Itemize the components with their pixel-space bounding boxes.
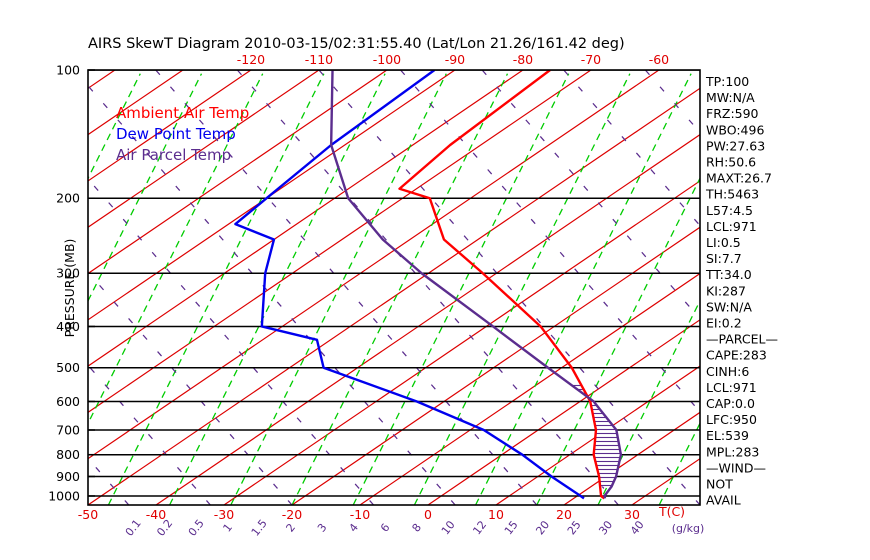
bottom-axis-ticklabels: -50 -40 -30 -20 -10 0 10 20 30 (78, 507, 640, 522)
mixing-ratio-line (169, 73, 386, 505)
legend-item-0: Ambient Air Temp (116, 104, 249, 122)
param-line: LI:0.5 (706, 235, 741, 250)
temperature-tick-label: 10 (488, 507, 504, 522)
top-axis-ticklabels: -120 -110 -100 -90 -80 -70 -60 (237, 52, 669, 67)
mixing-ratio-line (230, 73, 447, 505)
pressure-tick-label: 1000 (48, 488, 80, 503)
mixing-ratio-line (352, 73, 570, 505)
y-axis-label: PRESSURE (MB) (62, 239, 77, 338)
param-line: —PARCEL— (706, 332, 778, 347)
x-axis-label: T(C) (658, 504, 685, 519)
pressure-axis-ticklabels: 100 200 300 400 500 600 700 800 900 1000 (48, 63, 95, 503)
mixing-ratio-line (597, 299, 700, 505)
isotherm-line (88, 70, 320, 228)
pressure-tick-label: 600 (56, 394, 80, 409)
top-temperature-tick-label: -80 (513, 52, 533, 67)
mixing-ratio-line (475, 73, 692, 505)
cape-hatched-region (568, 382, 621, 487)
param-line: CAPE:283 (706, 348, 767, 363)
pressure-tick-label: 200 (56, 191, 80, 206)
isotherm-line (88, 87, 700, 505)
param-line: SI:7.7 (706, 251, 742, 266)
cape-shaded-area (568, 382, 621, 487)
param-line: LCL:971 (706, 219, 757, 234)
temperature-tick-label: -10 (350, 507, 370, 522)
sounding-curve (234, 70, 585, 500)
temperature-tick-label: -20 (282, 507, 302, 522)
mixing-ratio-line (536, 176, 700, 505)
param-line: FRZ:590 (706, 106, 759, 121)
isotherm-line (88, 70, 456, 321)
param-line: RH:50.6 (706, 155, 756, 170)
param-line: LCL:971 (706, 380, 757, 395)
param-line: SW:N/A (706, 299, 752, 314)
saturation-mixing-ratio-lines (88, 73, 700, 505)
isotherm-line (88, 70, 388, 275)
param-line: CINH:6 (706, 364, 749, 379)
isotherm-line (88, 70, 592, 414)
temperature-tick-label: 20 (556, 507, 572, 522)
isotherm-line (359, 272, 700, 505)
param-line: AVAIL (706, 493, 741, 508)
mixing-ratio-line (413, 73, 631, 505)
temperature-tick-label: -40 (146, 507, 166, 522)
temperature-tick-label: -30 (214, 507, 234, 522)
mixing-ratio-axis-label: (g/kg) (672, 522, 705, 535)
top-temperature-tick-label: -110 (305, 52, 333, 67)
param-line: MW:N/A (706, 90, 755, 105)
plot-frame (87, 69, 701, 506)
pressure-tick-label: 800 (56, 447, 80, 462)
sounding-curve (329, 70, 623, 499)
sounding-curves (234, 70, 623, 500)
param-line: KI:287 (706, 283, 746, 298)
mixing-ratio-line (88, 73, 203, 303)
pressure-tick-label: 100 (56, 63, 80, 78)
param-line: L57:4.5 (706, 203, 753, 218)
legend-item-1: Dew Point Temp (116, 125, 236, 143)
pressure-tick-label: 500 (56, 360, 80, 375)
legend: Ambient Air Temp Dew Point Temp Air Parcel… (116, 104, 249, 164)
mixing-ratio-line (88, 73, 264, 425)
top-temperature-tick-label: -70 (581, 52, 601, 67)
temperature-tick-label: -50 (78, 507, 98, 522)
pressure-tick-label: 900 (56, 469, 80, 484)
temperature-tick-label: 30 (624, 507, 640, 522)
top-temperature-tick-label: -60 (649, 52, 669, 67)
legend-item-2: Air Parcel Temp (116, 146, 231, 164)
isotherm-line (223, 180, 700, 505)
param-line: TP:100 (705, 74, 749, 89)
top-temperature-tick-label: -100 (373, 52, 401, 67)
param-line: MPL:283 (706, 444, 759, 459)
temperature-tick-label: 0 (424, 507, 432, 522)
param-line: PW:27.63 (706, 138, 765, 153)
isotherm-line (563, 411, 700, 505)
isotherm-line (155, 133, 700, 505)
param-line: EI:0.2 (706, 316, 742, 331)
pressure-tick-label: 400 (56, 319, 80, 334)
param-line: MAXT:26.7 (706, 171, 772, 186)
param-line: EL:539 (706, 428, 749, 443)
param-line: NOT (706, 477, 733, 492)
param-line: WBO:496 (706, 122, 764, 137)
pressure-tick-label: 700 (56, 422, 80, 437)
sounding-curve (398, 70, 606, 500)
param-line: CAP:0.0 (706, 396, 755, 411)
param-line: TT:34.0 (705, 267, 752, 282)
mixing-ratio-line (107, 73, 325, 505)
isotherm-line (88, 70, 252, 182)
param-line: —WIND— (706, 460, 766, 475)
isotherm-line (427, 319, 700, 505)
top-temperature-tick-label: -90 (445, 52, 465, 67)
isotherm-line (88, 70, 524, 367)
isotherm-line (291, 226, 700, 505)
top-temperature-tick-label: -120 (237, 52, 265, 67)
pressure-tick-label: 300 (56, 266, 80, 281)
page-title: AIRS SkewT Diagram 2010-03-15/02:31:55.4… (88, 36, 625, 52)
param-line: LFC:950 (706, 412, 757, 427)
param-line: TH:5463 (705, 187, 759, 202)
mixing-ratio-line (291, 73, 509, 505)
